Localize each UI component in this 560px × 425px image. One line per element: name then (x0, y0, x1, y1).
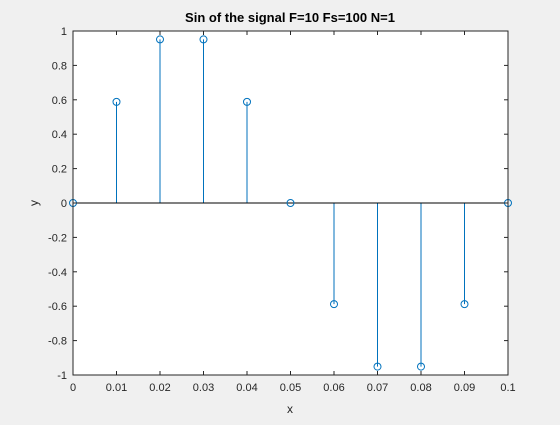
y-tick-label: 0.2 (52, 164, 67, 176)
x-tick-label: 0.02 (149, 382, 170, 394)
y-tick-label: 0 (61, 198, 67, 210)
stem-marker (330, 300, 338, 309)
y-tick-label: -0.4 (48, 267, 67, 279)
y-tick-label: 0.6 (52, 95, 67, 107)
stem-marker (460, 300, 469, 309)
x-tick-label: 0.08 (410, 382, 431, 394)
y-tick-label: 0.4 (52, 129, 67, 141)
stems-group (116, 39, 465, 367)
x-tick-label: 0.03 (193, 382, 214, 394)
y-tick-label: -1 (57, 370, 67, 382)
stem-marker (417, 362, 425, 371)
y-tick-label: -0.2 (48, 232, 67, 244)
stem-marker (156, 35, 164, 44)
stem-marker (243, 97, 251, 106)
x-axis-label: x (287, 402, 293, 416)
stem-marker (112, 97, 121, 106)
x-tick-label: 0.05 (280, 382, 301, 394)
x-tick-label: 0.01 (106, 382, 127, 394)
x-tick-label: 0 (70, 382, 76, 394)
y-axis-label: y (27, 200, 41, 206)
x-tick-label: 0.04 (236, 382, 257, 394)
y-tick-label: -0.6 (48, 301, 67, 313)
x-tick-label: 0.1 (500, 382, 515, 394)
stem-marker (286, 199, 295, 207)
y-tick-label: -0.8 (48, 336, 67, 348)
chart-title: Sin of the signal F=10 Fs=100 N=1 (185, 10, 395, 25)
x-tick-label: 0.07 (367, 382, 388, 394)
stem-marker (199, 35, 208, 44)
x-tick-label: 0.06 (323, 382, 344, 394)
x-ticks: 0 0.01 0.02 0.03 0.04 0.05 0.06 0.07 0.08 0.09 0.1 (70, 31, 516, 394)
y-tick-label: 1 (61, 26, 67, 38)
stem-marker (373, 362, 382, 371)
y-tick-label: 0.8 (52, 60, 67, 72)
x-tick-label: 0.09 (454, 382, 475, 394)
y-ticks: -1 -0.8 -0.6 -0.4 -0.2 0 0.2 0.4 0.6 0.8 1 (48, 26, 508, 382)
